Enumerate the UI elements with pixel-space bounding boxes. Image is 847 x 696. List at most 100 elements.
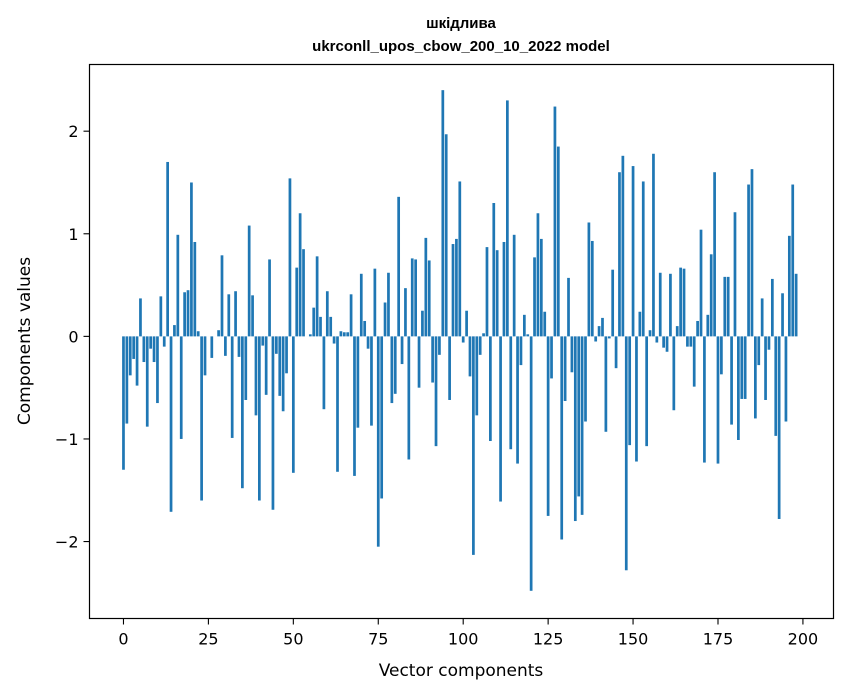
bar-81 [397,196,401,337]
bar-141 [601,317,604,337]
y-tick-label: 2 [68,122,78,141]
bar-178 [726,276,730,337]
bar-21 [193,241,197,337]
bar-68 [353,336,356,476]
bar-129 [560,336,564,540]
bar-85 [410,258,414,337]
bar-198 [794,273,798,337]
bar-69 [356,336,360,428]
bar-103 [472,336,475,555]
bar-17 [179,336,183,439]
bar-192 [774,336,778,436]
bar-107 [485,247,489,337]
bar-56 [312,307,316,337]
bar-36 [244,336,248,400]
bar-66 [346,332,350,337]
bar-161 [669,273,672,337]
bar-125 [546,336,550,516]
bar-181 [737,336,740,440]
bar-197 [791,184,795,337]
bar-116 [516,336,519,464]
bar-153 [641,181,645,337]
bar-157 [655,336,659,343]
bar-101 [465,310,468,337]
bar-98 [455,238,458,337]
bar-155 [648,330,652,337]
bar-121 [533,257,536,337]
bar-30 [224,336,227,356]
bar-138 [590,240,594,337]
bar-150 [631,166,635,337]
bar-176 [720,336,723,375]
x-tick-label: 75 [368,630,388,649]
bar-115 [512,234,516,337]
bar-24 [203,336,207,376]
bar-55 [308,334,312,337]
bar-146 [618,172,621,337]
bar-187 [757,336,761,366]
bar-51 [295,267,299,337]
y-tick-label: −1 [55,430,79,449]
bar-1 [125,336,129,424]
bar-7 [145,336,149,427]
bar-33 [234,291,237,337]
bar-10 [156,336,159,404]
bar-136 [584,336,587,422]
bar-188 [760,298,764,337]
bar-102 [468,336,472,377]
bar-177 [723,276,727,337]
bar-127 [553,106,557,337]
bar-61 [329,316,333,337]
x-tick-label: 50 [283,630,303,649]
bar-119 [526,334,530,337]
bar-149 [628,336,632,446]
bar-171 [703,336,706,463]
bar-195 [784,336,788,422]
bar-29 [220,255,224,337]
y-tick-label: 0 [68,327,78,346]
bar-100 [461,336,465,343]
bar-120 [529,336,533,591]
bar-46 [278,336,282,396]
bar-169 [696,320,699,337]
bar-97 [451,244,455,337]
bar-114 [509,336,513,450]
bar-189 [764,336,767,400]
bar-70 [359,273,363,337]
bar-118 [522,314,526,337]
bar-52 [298,213,302,337]
bar-5 [139,298,142,337]
x-tick-label: 25 [198,630,218,649]
bar-142 [604,336,608,432]
bar-67 [349,294,353,337]
bar-122 [536,213,540,337]
bar-143 [607,336,611,339]
bar-50 [291,336,295,473]
bar-94 [441,90,445,337]
bar-72 [366,336,370,349]
bar-84 [407,336,411,460]
bar-106 [482,333,485,337]
bar-38 [251,295,254,337]
bar-53 [302,249,305,337]
bar-58 [319,316,322,337]
bar-80 [393,336,397,394]
bar-130 [563,336,567,401]
bar-91 [431,336,434,383]
bar-74 [373,268,377,337]
bar-145 [614,336,618,369]
bar-44 [271,336,275,510]
x-tick-label: 175 [703,630,734,649]
bar-132 [570,336,574,373]
bar-168 [692,336,696,387]
bar-31 [227,294,231,337]
bar-99 [458,181,462,337]
bar-0 [122,336,125,470]
bar-173 [709,254,713,337]
bar-9 [152,336,156,363]
bar-47 [281,336,285,412]
bar-14 [169,336,173,512]
bar-182 [740,336,744,399]
bar-144 [611,269,615,337]
